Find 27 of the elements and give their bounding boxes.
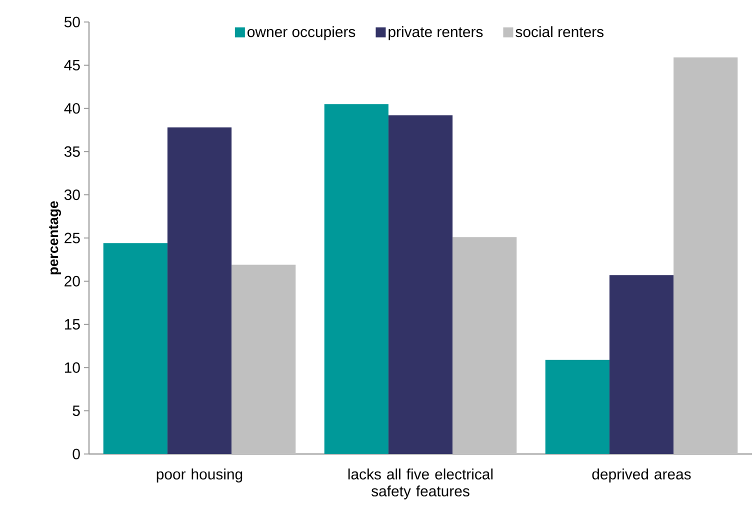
legend-label: private renters xyxy=(388,26,483,40)
y-tick-label: 5 xyxy=(72,406,80,416)
x-tick-label: deprived areas xyxy=(592,468,691,482)
x-tick-label: lacks all five electrical safety features xyxy=(348,468,493,500)
y-tick-label: 10 xyxy=(65,362,80,373)
bar xyxy=(232,264,296,454)
bar xyxy=(103,243,168,454)
bar xyxy=(545,360,610,454)
y-tick-label: 25 xyxy=(64,232,80,244)
bar xyxy=(452,237,517,454)
y-tick-label: 20 xyxy=(64,276,80,286)
y-tick-label: 30 xyxy=(64,190,80,200)
legend-label: social renters xyxy=(516,26,604,38)
bar xyxy=(388,115,453,454)
y-tick-label: 50 xyxy=(64,16,80,28)
bar xyxy=(609,275,674,454)
y-tick-label: 40 xyxy=(64,103,80,114)
y-tick-label: 45 xyxy=(64,60,80,70)
bar xyxy=(324,104,388,454)
y-tick-label: 0 xyxy=(72,448,80,460)
bar xyxy=(167,127,232,454)
legend-label: owner occupiers xyxy=(248,26,356,40)
y-axis-title: percentage xyxy=(48,201,62,274)
y-tick-label: 35 xyxy=(64,146,80,157)
bar xyxy=(674,57,738,454)
x-tick-label: poor housing xyxy=(156,468,242,482)
y-tick-label: 15 xyxy=(65,319,80,330)
